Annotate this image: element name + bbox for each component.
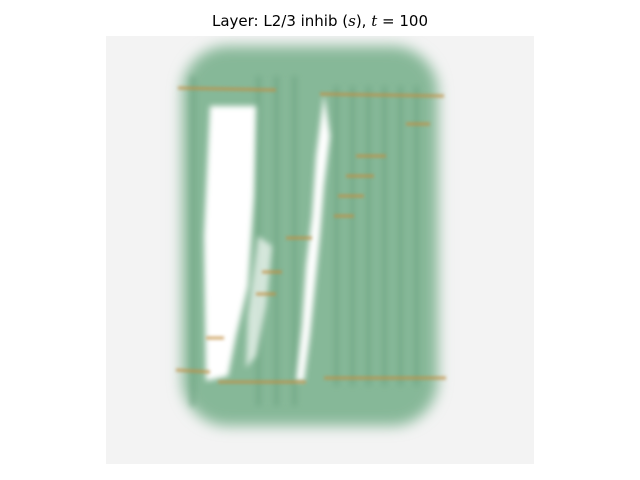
white-gaps bbox=[204, 94, 330, 381]
orange-marks bbox=[175, 86, 446, 384]
title-t: t bbox=[371, 12, 378, 30]
bottom-line-left bbox=[175, 368, 211, 374]
activity-svg bbox=[106, 36, 534, 464]
title-mid: ), bbox=[355, 12, 372, 30]
figure-title: Layer: L2/3 inhib (s), t = 100 bbox=[0, 12, 640, 30]
title-var: s bbox=[348, 12, 356, 30]
title-suffix: = 100 bbox=[377, 12, 428, 30]
activity-image bbox=[106, 36, 534, 464]
title-prefix: Layer: L2/3 inhib ( bbox=[211, 12, 349, 30]
top-line-left bbox=[177, 86, 277, 92]
top-line-right bbox=[319, 92, 445, 98]
